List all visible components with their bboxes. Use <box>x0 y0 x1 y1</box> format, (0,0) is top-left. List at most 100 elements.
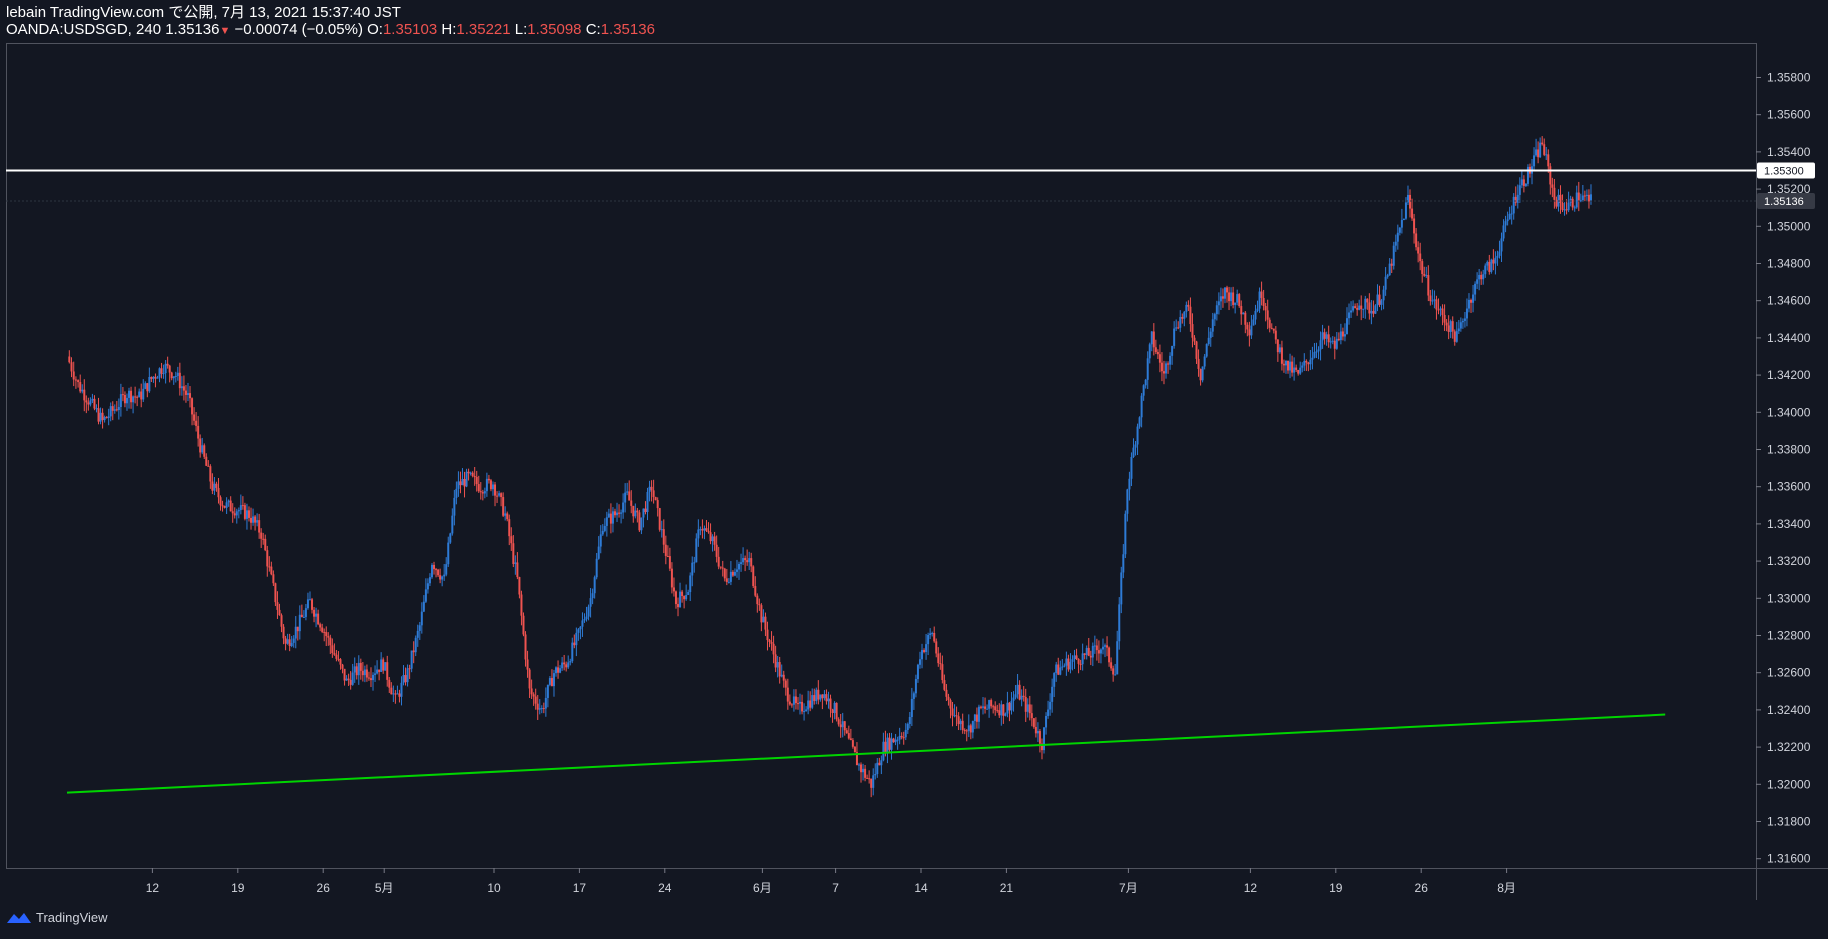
candle-body <box>746 560 749 563</box>
candle-body <box>585 616 588 620</box>
candle-body <box>957 716 960 725</box>
candle-body <box>1057 664 1060 675</box>
brand-name: TradingView <box>36 910 108 925</box>
candle-body <box>939 663 942 665</box>
candle-body <box>435 569 438 571</box>
candle-body <box>327 636 330 638</box>
candle-body <box>658 508 661 530</box>
candle-body <box>996 710 999 712</box>
candle-body <box>1293 367 1296 373</box>
candle-body <box>201 445 204 453</box>
candle-body <box>803 711 806 713</box>
candle-body <box>111 406 114 411</box>
candle-body <box>1315 351 1318 353</box>
candle-body <box>304 608 307 617</box>
candle-body <box>1545 154 1548 156</box>
candle-body <box>1443 314 1446 323</box>
candle-body <box>1138 417 1141 427</box>
candle-body <box>977 706 980 722</box>
candle-body <box>184 390 187 395</box>
candle-body <box>638 512 641 531</box>
candle-body <box>550 678 553 687</box>
candle-body <box>640 517 643 531</box>
candle-body <box>756 595 759 605</box>
candle-body <box>770 641 773 644</box>
candle-body <box>302 616 305 618</box>
candle-body <box>355 666 358 676</box>
candle-body <box>1541 142 1544 145</box>
candle-body <box>1419 253 1422 262</box>
candle-body <box>979 706 982 708</box>
candle-body <box>449 533 452 543</box>
candle-body <box>951 708 954 716</box>
candle-body <box>792 696 795 705</box>
time-axis[interactable]: 12 19 26 5月 10 17 24 6月 7 14 21 7月 12 19 26 8月 <box>146 868 1516 895</box>
candle-body <box>725 578 728 582</box>
candle-body <box>1486 261 1489 266</box>
candle-body <box>337 658 340 660</box>
candle-body <box>392 693 395 695</box>
candle-body <box>475 476 478 485</box>
candle-body <box>1467 299 1470 309</box>
candle-body <box>579 626 582 630</box>
price-tick-label: 1.32600 <box>1767 666 1811 680</box>
candle-body <box>353 666 356 673</box>
candle-body <box>1474 283 1477 295</box>
price-axis[interactable]: 1.31600 1.31800 1.32000 1.32200 1.32400 1.326… <box>1756 70 1811 866</box>
candle-body <box>1097 650 1100 654</box>
candle-body <box>764 616 767 630</box>
candle-body <box>1547 154 1550 167</box>
candle-body <box>689 575 692 593</box>
candle-body <box>1036 731 1039 734</box>
candle-body <box>160 368 163 374</box>
support-trendline[interactable] <box>66 713 1666 794</box>
candle-body <box>650 486 653 491</box>
candle-body <box>439 575 442 580</box>
hline-price-tag <box>1757 162 1815 179</box>
candle-body <box>1506 219 1509 222</box>
candle-body <box>1421 261 1424 274</box>
candle-body <box>632 505 635 517</box>
candle-body <box>1199 368 1202 381</box>
candle-body <box>656 500 659 509</box>
candle-body <box>1376 294 1379 306</box>
time-tick-label: 21 <box>1000 881 1014 895</box>
candle-body <box>1411 208 1414 219</box>
candle-body <box>1364 298 1367 309</box>
candle-body <box>967 725 970 731</box>
candle-body <box>406 668 409 683</box>
candle-body <box>1484 265 1487 275</box>
price-labels: 1.35300 1.35136 <box>1757 162 1815 209</box>
candle-body <box>1311 357 1314 360</box>
candle-body <box>866 777 869 779</box>
time-tick-label: 12 <box>1244 881 1258 895</box>
candle-body <box>1124 513 1127 555</box>
candle-body <box>1380 300 1383 305</box>
candle-body <box>170 372 173 379</box>
chart-header: lebain TradingView.com で公開, 7月 13, 2021 … <box>6 4 655 40</box>
candle-body <box>1398 227 1401 233</box>
candle-body <box>144 383 147 389</box>
candle-body <box>750 558 753 567</box>
candle-body <box>1504 221 1507 226</box>
candle-body <box>400 682 403 697</box>
candle-body <box>575 632 578 646</box>
candle-body <box>351 672 354 685</box>
candle-body <box>805 709 808 712</box>
candle-body <box>430 564 433 578</box>
candle-body <box>1494 257 1497 264</box>
candle-body <box>829 698 832 710</box>
candle-body <box>426 583 429 590</box>
candle-body <box>469 472 472 474</box>
candle-body <box>156 377 159 379</box>
candle-body <box>1106 645 1109 648</box>
candle-body <box>902 737 905 739</box>
candle-body <box>333 653 336 655</box>
candle-body <box>1496 255 1499 258</box>
candle-body <box>685 594 688 600</box>
candle-body <box>518 577 521 595</box>
candle-body <box>205 456 208 466</box>
candle-body <box>433 564 436 570</box>
footer-brand[interactable]: TradingView <box>6 910 108 925</box>
